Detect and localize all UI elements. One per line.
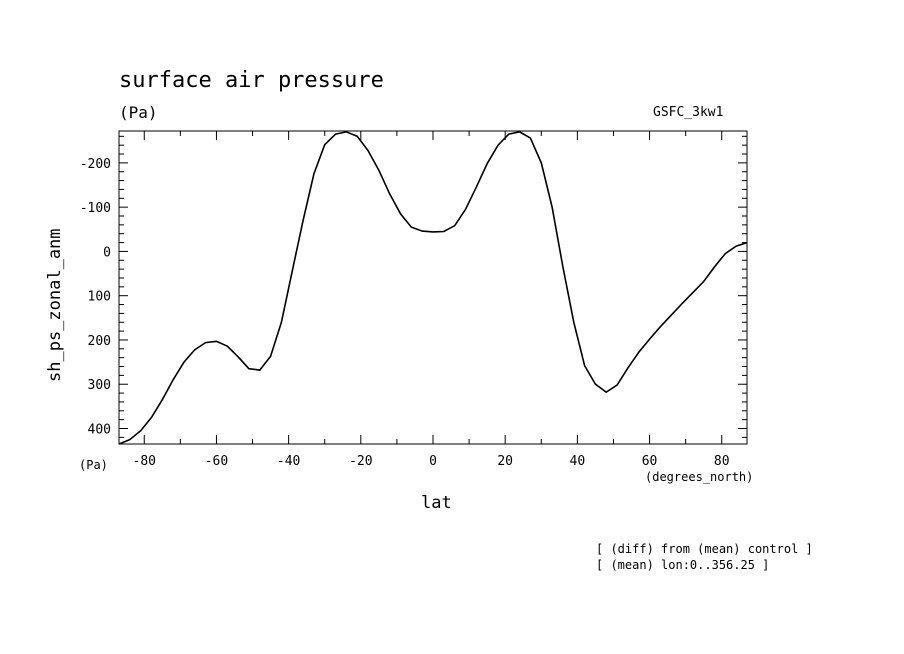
note-diff: [ (diff) from (mean) control ]	[596, 542, 813, 556]
x-tick-label: 20	[497, 454, 513, 469]
y-tick-label: 300	[88, 378, 111, 393]
plot-frame	[118, 130, 748, 445]
x-tick-label: -40	[277, 454, 300, 469]
y-tick-label: 100	[88, 290, 111, 305]
y-tick-label: 0	[103, 245, 111, 260]
y-tick-label: -100	[80, 201, 111, 216]
series-line	[118, 131, 748, 445]
x-tick-label: -80	[133, 454, 156, 469]
x-tick-label: 80	[714, 454, 730, 469]
y-tick-label: 200	[88, 334, 111, 349]
x-axis-units: (degrees_north)	[645, 470, 754, 484]
chart-title: surface air pressure	[119, 68, 384, 93]
chart-units: (Pa)	[119, 103, 158, 122]
x-tick-label: 60	[642, 454, 658, 469]
x-axis-label: lat	[421, 493, 452, 513]
note-mean: [ (mean) lon:0..356.25 ]	[596, 558, 770, 572]
model-label: GSFC_3kw1	[653, 105, 724, 120]
y-tick-label: 400	[88, 423, 111, 438]
y-axis-units: (Pa)	[79, 458, 108, 472]
x-tick-label: 0	[429, 454, 437, 469]
x-tick-label: 40	[570, 454, 586, 469]
x-tick-label: -60	[205, 454, 228, 469]
x-tick-label: -20	[349, 454, 372, 469]
y-tick-label: -200	[80, 157, 111, 172]
